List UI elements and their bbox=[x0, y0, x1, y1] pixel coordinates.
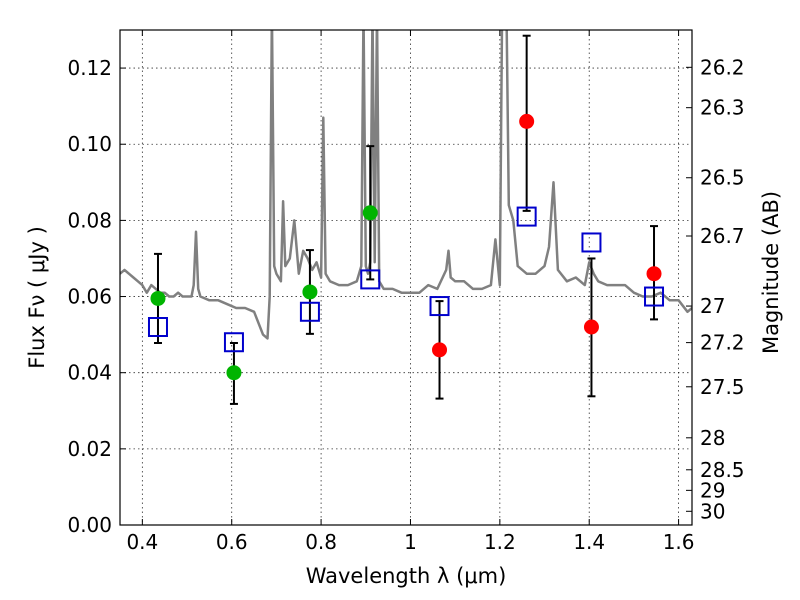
observed-flux-point bbox=[646, 266, 662, 282]
model-flux-square bbox=[644, 286, 665, 307]
x-tick-label: 1 bbox=[404, 530, 417, 554]
error-bars bbox=[153, 34, 659, 405]
observed-flux-point bbox=[302, 284, 318, 300]
mag-tick-label: 29 bbox=[700, 478, 725, 502]
x-axis-label: Wavelength λ (μm) bbox=[306, 564, 507, 588]
photometry-points bbox=[147, 113, 665, 381]
x-tick-label: 1.6 bbox=[663, 530, 695, 554]
observed-flux-point bbox=[150, 290, 166, 306]
observed-flux-point bbox=[362, 205, 378, 221]
observed-flux-point bbox=[519, 113, 535, 129]
y-tick-label: 0.12 bbox=[67, 56, 112, 80]
x-axis-ticks: 0.4 0.6 0.8 1 1.2 1.4 1.6 bbox=[126, 30, 695, 554]
y-tick-label: 0.10 bbox=[67, 132, 112, 156]
y-tick-label: 0.00 bbox=[67, 513, 112, 537]
mag-tick-label: 28.5 bbox=[700, 458, 745, 482]
x-tick-label: 0.4 bbox=[126, 530, 158, 554]
observed-flux-point bbox=[432, 342, 448, 358]
model-flux-square bbox=[581, 232, 602, 253]
model-flux-square bbox=[147, 317, 168, 337]
model-flux-square bbox=[429, 296, 450, 317]
mag-tick-label: 26.5 bbox=[700, 166, 745, 190]
mag-tick-label: 26.2 bbox=[700, 55, 745, 79]
model-spectrum bbox=[120, 30, 692, 340]
grid bbox=[120, 30, 692, 526]
x-tick-label: 0.6 bbox=[216, 530, 248, 554]
mag-tick-label: 27.2 bbox=[700, 331, 745, 355]
mag-tick-label: 28 bbox=[700, 426, 725, 450]
spectrum-line bbox=[120, 30, 692, 340]
y-tick-label: 0.04 bbox=[67, 361, 112, 385]
magnitude-axis-label: Magnitude (AB) bbox=[759, 191, 783, 354]
model-flux-square bbox=[223, 332, 244, 353]
y-tick-label: 0.08 bbox=[67, 208, 112, 232]
mag-tick-label: 27.5 bbox=[700, 375, 745, 399]
plot-frame bbox=[119, 29, 693, 526]
model-flux-square bbox=[360, 269, 381, 290]
y-axis-label: Flux Fν ( μJy ) bbox=[25, 226, 49, 369]
model-flux-square bbox=[516, 206, 537, 227]
x-tick-label: 0.8 bbox=[305, 530, 337, 554]
model-flux-square bbox=[299, 301, 320, 322]
mag-tick-label: 26.7 bbox=[700, 224, 745, 248]
x-tick-label: 1.4 bbox=[573, 530, 605, 554]
observed-flux-point bbox=[583, 319, 599, 335]
mag-tick-label: 30 bbox=[700, 499, 725, 523]
mag-tick-label: 27 bbox=[700, 294, 725, 318]
observed-flux-point bbox=[226, 365, 242, 381]
y-axis-ticks: 0.00 0.02 0.04 0.06 0.08 0.10 0.12 bbox=[67, 56, 126, 537]
mag-tick-label: 26.3 bbox=[700, 96, 745, 120]
y-tick-label: 0.02 bbox=[67, 437, 112, 461]
x-tick-label: 1.2 bbox=[484, 530, 516, 554]
y-tick-label: 0.06 bbox=[67, 285, 112, 309]
